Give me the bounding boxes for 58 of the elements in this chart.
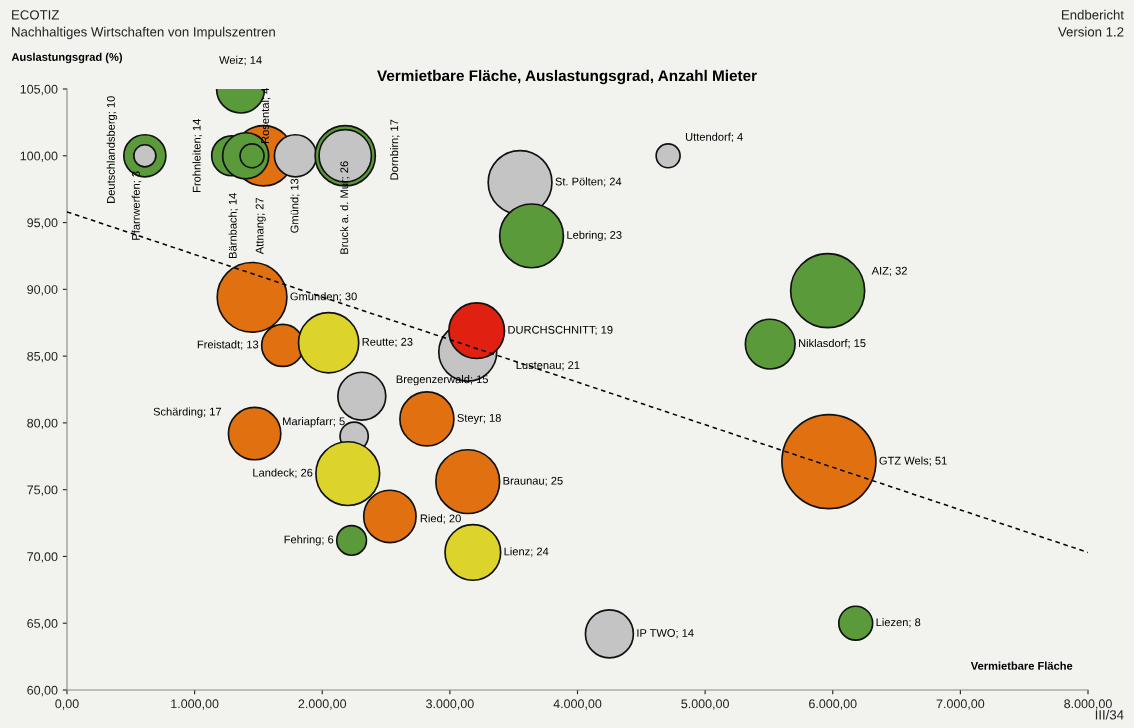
- y-tick-label: 105,00: [20, 84, 58, 96]
- x-tick-label: 3.000,00: [426, 699, 474, 710]
- text: Version 1.2: [1058, 26, 1124, 37]
- annotation: Rosental; 4: [260, 88, 271, 143]
- annotation: Braunau; 25: [503, 476, 563, 486]
- annotation: IP TWO; 14: [637, 629, 694, 639]
- y-axis-title: Auslastungsgrad (%): [11, 52, 123, 64]
- text: Weiz; 14: [219, 55, 262, 66]
- x-axis-title: Vermietbare Fläche: [970, 661, 1073, 670]
- annotation: Landeck; 26: [253, 468, 313, 478]
- x-tick-label: 8.000,00: [1064, 699, 1112, 710]
- x-tick-label: 6.000,00: [809, 699, 857, 710]
- y-tick-label: 60,00: [27, 685, 58, 697]
- x-tick-label: 7.000,00: [936, 699, 985, 710]
- annotation: Bärnbach; 14: [228, 193, 238, 258]
- y-tick-label: 95,00: [27, 218, 58, 229]
- annotation: GTZ Wels; 51: [879, 456, 947, 466]
- annotation: Fehring; 6: [284, 535, 334, 546]
- annotation: Gmünd; 13: [290, 178, 300, 233]
- annotation: Deutschlandsberg; 10: [106, 96, 118, 203]
- y-tick-label: 85,00: [27, 351, 58, 363]
- annotation: Dornbirn; 17: [390, 119, 400, 180]
- x-tick-label: 4.000,00: [553, 699, 602, 710]
- y-tick-label: 90,00: [27, 285, 58, 296]
- chart-title: Vermietbare Fläche, Auslastungsgrad, Anzahl Mieter: [377, 69, 757, 85]
- annotation: Schärding; 17: [153, 407, 222, 418]
- annotation: Attnang; 27: [255, 197, 266, 255]
- annotation: Lienz; 24: [504, 547, 549, 557]
- annotation: Gmunden; 30: [290, 292, 357, 302]
- text: Nachhaltiges Wirtschaften von Impulszentren: [12, 26, 275, 40]
- annotation: Bregenzerwald; 15: [396, 375, 488, 386]
- x-tick-label: 1.000,00: [171, 699, 219, 710]
- annotation: DURCHSCHNITT; 19: [508, 325, 613, 336]
- annotation: Reutte; 23: [362, 337, 413, 348]
- annotation: Steyr; 18: [457, 414, 501, 425]
- y-tick-label: 65,00: [27, 619, 58, 630]
- y-tick-label: 75,00: [27, 485, 58, 496]
- y-tick-label: 70,00: [27, 552, 58, 563]
- y-tick-label: 100,00: [20, 151, 58, 162]
- annotation: AIZ; 32: [871, 266, 907, 276]
- annotation: Uttendorf; 4: [685, 132, 743, 143]
- annotation: Niklasdorf; 15: [799, 338, 866, 349]
- annotation: Lustenau; 21: [516, 361, 580, 371]
- annotation: Pfarrwerfen; 3: [131, 171, 142, 240]
- x-tick-label: 2.000,00: [298, 699, 347, 710]
- text: III/34: [1095, 709, 1124, 720]
- annotation: St. Pölten; 24: [555, 177, 622, 187]
- annotation: Frohnleiten; 14: [192, 119, 202, 192]
- annotation: Freistadt; 13: [197, 340, 259, 350]
- x-tick-label: 5.000,00: [681, 699, 729, 710]
- annotation: Lebring; 23: [567, 230, 622, 242]
- y-tick-label: 80,00: [27, 418, 58, 430]
- annotation: Mariapfarr; 5: [283, 417, 345, 428]
- annotation: Liezen; 8: [876, 618, 921, 628]
- annotation: Ried; 20: [420, 514, 461, 524]
- text: ECOTIZ: [12, 10, 59, 20]
- text: Endbericht: [1062, 9, 1124, 20]
- x-tick-label: 0,00: [55, 699, 79, 710]
